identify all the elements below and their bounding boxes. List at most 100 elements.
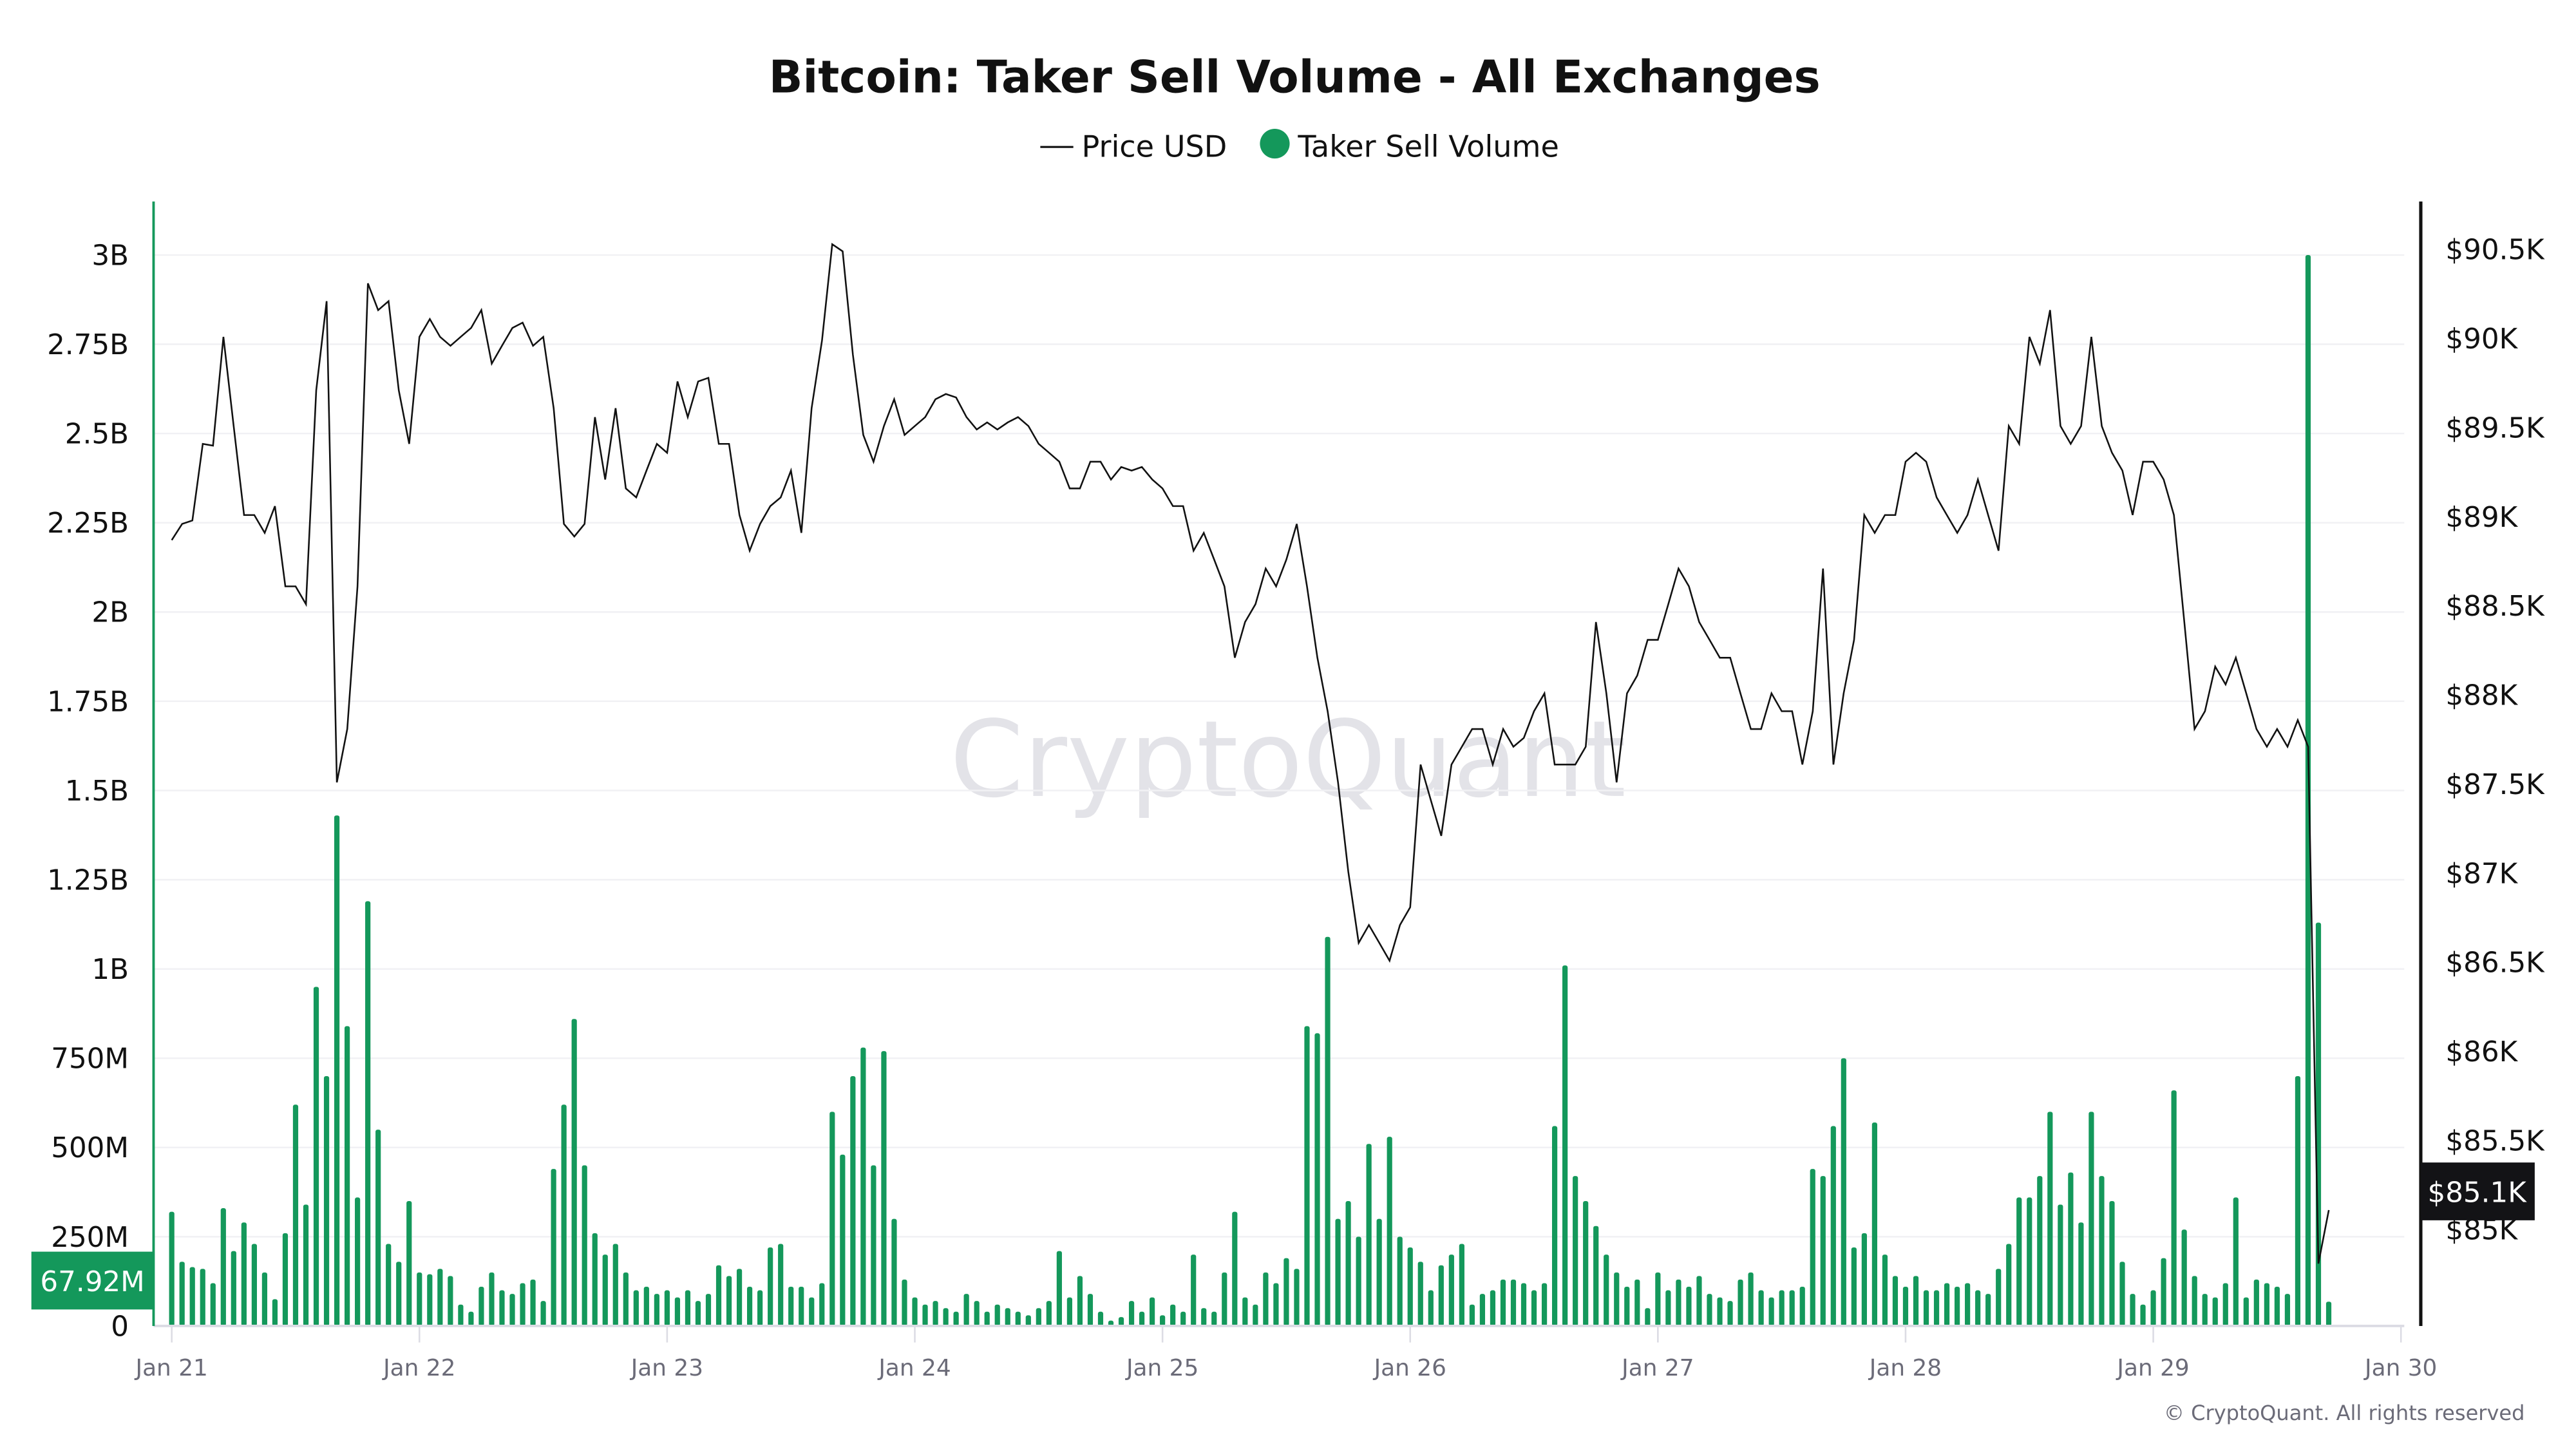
- volume-bar: [695, 1301, 701, 1326]
- volume-bar: [1933, 1290, 1940, 1326]
- legend-item-volume[interactable]: Taker Sell Volume: [1260, 129, 1559, 164]
- volume-bar: [1892, 1276, 1899, 1326]
- volume-bar: [2274, 1286, 2280, 1326]
- volume-bar: [778, 1244, 784, 1326]
- volume-bar: [715, 1265, 722, 1326]
- volume-bar: [1294, 1269, 1300, 1326]
- volume-bar: [571, 1019, 577, 1326]
- volume-bar: [1820, 1176, 1826, 1326]
- volume-bar: [747, 1286, 753, 1326]
- volume-bar: [1676, 1279, 1681, 1326]
- volume-bar: [1583, 1200, 1589, 1326]
- volume-bar: [1345, 1200, 1351, 1326]
- volume-bar: [1902, 1286, 1909, 1326]
- volume-bar: [1314, 1033, 1320, 1326]
- volume-bar: [1448, 1255, 1454, 1326]
- chart-title: Bitcoin: Taker Sell Volume - All Exchang…: [769, 52, 1821, 104]
- volume-bar: [345, 1026, 350, 1326]
- volume-bar: [674, 1297, 681, 1326]
- x-tick-label: Jan 27: [1620, 1355, 1694, 1381]
- volume-bar: [602, 1255, 608, 1326]
- volume-bar: [1531, 1290, 1537, 1326]
- volume-bar: [2016, 1197, 2022, 1326]
- volume-bar: [2058, 1204, 2063, 1326]
- volume-bar: [1150, 1297, 1155, 1326]
- volume-bar: [922, 1304, 928, 1326]
- volume-bar: [478, 1286, 484, 1326]
- volume-bar: [499, 1290, 505, 1326]
- volume-bar: [1562, 965, 1568, 1326]
- volume-bar: [1748, 1272, 1754, 1326]
- volume-bar: [272, 1299, 278, 1326]
- legend-item-price[interactable]: Price USD: [1040, 129, 1227, 164]
- volume-bar: [1366, 1144, 1372, 1326]
- volume-bar: [396, 1262, 402, 1326]
- volume-bar: [1490, 1290, 1496, 1326]
- volume-bar: [2192, 1276, 2197, 1326]
- volume-bar: [231, 1251, 236, 1326]
- x-tick-label: Jan 21: [134, 1355, 207, 1381]
- left-tick-label: 0: [111, 1311, 129, 1343]
- x-tick-label: Jan 28: [1868, 1355, 1942, 1381]
- volume-bar: [365, 901, 371, 1326]
- volume-bar: [179, 1262, 185, 1326]
- volume-bar: [840, 1154, 846, 1326]
- volume-bar: [1500, 1279, 1506, 1326]
- volume-bar: [489, 1272, 495, 1326]
- volume-bar: [1077, 1276, 1083, 1326]
- volume-bar: [1191, 1255, 1197, 1326]
- volume-bar: [1253, 1304, 1258, 1326]
- volume-bar: [251, 1244, 257, 1326]
- left-tick-label: 1B: [91, 954, 129, 986]
- volume-bar: [1614, 1272, 1620, 1326]
- volume-bar: [1407, 1247, 1413, 1326]
- volume-bar: [2027, 1197, 2032, 1326]
- volume-bar: [375, 1130, 381, 1326]
- left-tick-label: 2.25B: [47, 507, 129, 540]
- volume-bar: [1634, 1279, 1640, 1326]
- volume-bar: [2212, 1297, 2218, 1326]
- volume-bar: [705, 1294, 712, 1326]
- volume-bar: [530, 1279, 536, 1326]
- volume-bar: [902, 1279, 907, 1326]
- volume-bar: [1696, 1276, 1702, 1326]
- x-tick-label: Jan 30: [2363, 1355, 2437, 1381]
- volume-bar: [788, 1286, 794, 1326]
- volume-bar: [1097, 1311, 1104, 1326]
- volume-bar: [323, 1075, 330, 1326]
- volume-bar: [726, 1276, 732, 1326]
- volume-bar: [654, 1294, 659, 1326]
- volume-bar: [1944, 1283, 1950, 1326]
- volume-bar: [1624, 1286, 1630, 1326]
- volume-bar: [1128, 1301, 1135, 1326]
- volume-bar: [2171, 1090, 2177, 1326]
- volume-bar: [386, 1244, 392, 1326]
- left-tick-label: 2.5B: [65, 419, 129, 451]
- volume-bar: [943, 1308, 949, 1326]
- volume-bar: [1242, 1297, 1248, 1326]
- volume-bar: [303, 1204, 309, 1326]
- x-tick-label: Jan 22: [382, 1355, 455, 1381]
- volume-bar: [974, 1301, 980, 1326]
- volume-bar: [355, 1197, 361, 1326]
- volume-bar: [313, 987, 319, 1326]
- volume-bar: [1417, 1262, 1423, 1326]
- volume-bar: [881, 1051, 887, 1326]
- volume-bar: [1996, 1269, 2002, 1326]
- right-tick-label: $87K: [2445, 858, 2518, 890]
- volume-bar: [1552, 1126, 1558, 1326]
- volume-bar: [561, 1104, 567, 1326]
- volume-bar: [468, 1311, 474, 1326]
- volume-bar: [1232, 1211, 1238, 1326]
- volume-bar: [2161, 1258, 2166, 1326]
- volume-bar: [2264, 1283, 2269, 1326]
- left-tick-label: 500M: [51, 1132, 129, 1164]
- volume-bar: [1170, 1304, 1176, 1326]
- volume-bar: [1510, 1279, 1517, 1326]
- volume-bar: [1541, 1283, 1548, 1326]
- right-tick-label: $88K: [2445, 680, 2518, 712]
- volume-bar: [1066, 1297, 1073, 1326]
- volume-bar: [984, 1311, 990, 1326]
- volume-bar: [200, 1269, 205, 1326]
- volume-bar: [1356, 1236, 1361, 1326]
